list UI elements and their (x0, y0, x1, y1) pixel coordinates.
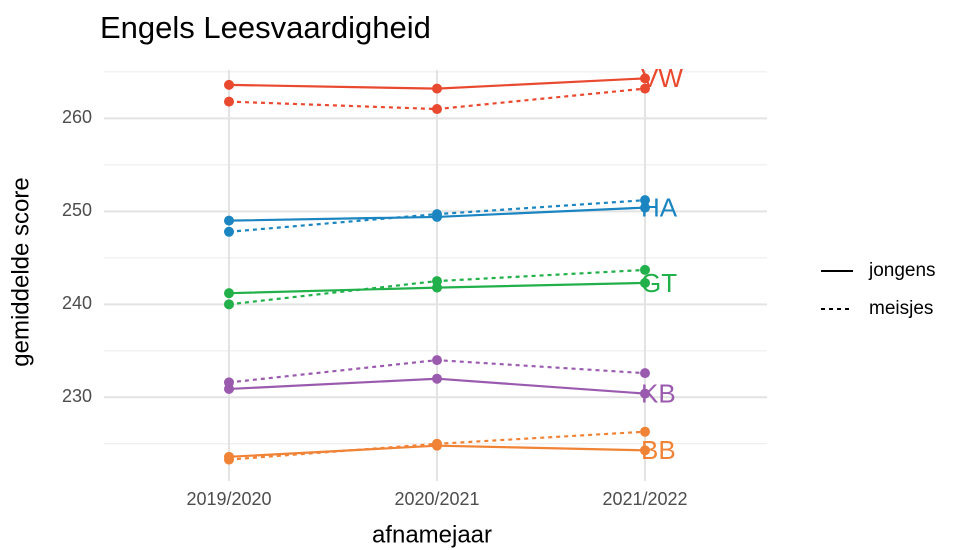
data-point (432, 83, 442, 94)
data-point (640, 264, 650, 275)
data-point (224, 96, 234, 107)
x-axis-label: afnamejaar (372, 521, 492, 548)
y-tick-label: 250 (62, 200, 92, 220)
data-point (640, 277, 650, 288)
data-point (224, 79, 234, 90)
data-point (224, 454, 234, 465)
data-point (224, 215, 234, 226)
data-point (640, 445, 650, 456)
data-point (432, 209, 442, 220)
data-point (640, 83, 650, 94)
data-point (432, 355, 442, 366)
y-tick-label: 240 (62, 293, 92, 313)
data-point (640, 73, 650, 84)
series-label: KB (641, 378, 676, 408)
data-point (432, 373, 442, 384)
y-tick-label: 260 (62, 107, 92, 127)
y-axis-label: gemiddelde score (7, 177, 34, 366)
data-point (640, 388, 650, 399)
x-tick-label: 2019/2020 (186, 489, 271, 509)
legend-label: meisjes (869, 298, 933, 319)
data-point (224, 226, 234, 237)
chart-title: Engels Leesvaardigheid (100, 10, 431, 45)
y-tick-label: 230 (62, 386, 92, 406)
x-tick-label: 2021/2022 (602, 489, 687, 509)
data-point (640, 368, 650, 379)
data-point (432, 104, 442, 115)
data-point (224, 377, 234, 388)
x-tick-label: 2020/2021 (394, 489, 479, 509)
data-point (432, 276, 442, 287)
data-point (640, 202, 650, 213)
legend-label: jongens (868, 260, 936, 281)
data-point (224, 288, 234, 299)
data-point (224, 299, 234, 310)
data-point (640, 426, 650, 437)
data-point (640, 195, 650, 206)
series-label: BB (641, 435, 676, 465)
data-point (432, 438, 442, 449)
